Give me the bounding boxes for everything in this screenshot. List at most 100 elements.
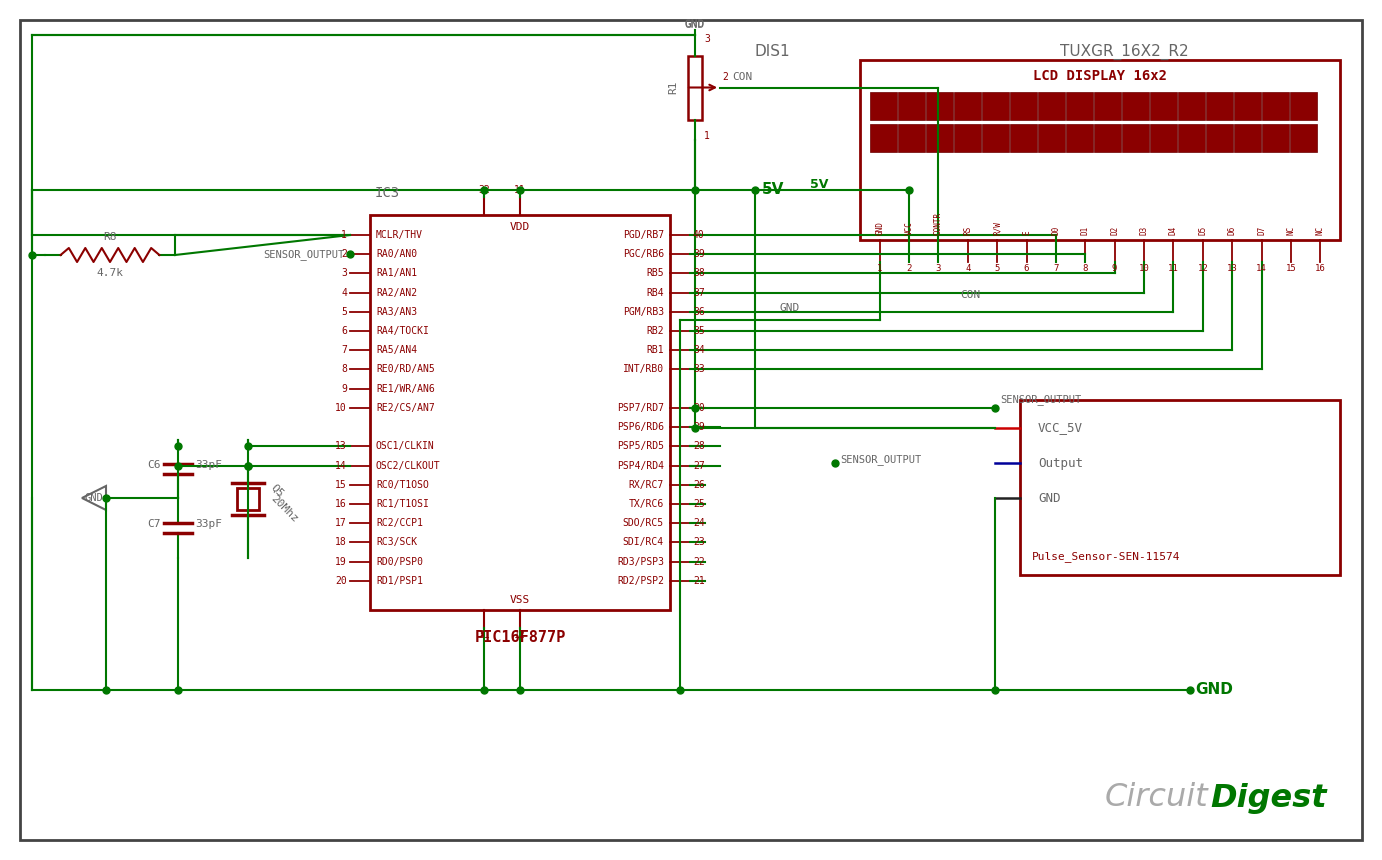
Text: Q5: Q5 — [269, 482, 286, 500]
Text: CONTR: CONTR — [934, 212, 943, 235]
Text: PGC/RB6: PGC/RB6 — [623, 249, 663, 259]
Bar — [871, 92, 897, 120]
Text: 11: 11 — [514, 185, 527, 195]
Text: GND: GND — [1038, 492, 1060, 505]
Text: 14: 14 — [336, 460, 347, 470]
Text: OSC2/CLKOUT: OSC2/CLKOUT — [376, 460, 441, 470]
Bar — [1020, 400, 1341, 575]
Text: 3: 3 — [341, 268, 347, 279]
Text: 5V: 5V — [761, 182, 785, 198]
Text: 6: 6 — [1024, 264, 1030, 273]
Text: RE1/WR/AN6: RE1/WR/AN6 — [376, 384, 435, 394]
Text: VCC_5V: VCC_5V — [1038, 421, 1083, 434]
Bar — [1010, 92, 1036, 120]
Bar — [688, 56, 702, 120]
Text: MCLR/THV: MCLR/THV — [376, 230, 423, 240]
Text: 17: 17 — [336, 519, 347, 528]
Bar — [954, 124, 981, 152]
Bar — [926, 124, 954, 152]
Text: PGD/RB7: PGD/RB7 — [623, 230, 663, 240]
Text: RA3/AN3: RA3/AN3 — [376, 307, 417, 316]
Text: RA1/AN1: RA1/AN1 — [376, 268, 417, 279]
Text: 15: 15 — [336, 480, 347, 489]
Text: RD2/PSP2: RD2/PSP2 — [616, 576, 663, 586]
Text: 2: 2 — [721, 72, 728, 83]
Text: RC0/T1OSO: RC0/T1OSO — [376, 480, 428, 489]
Text: 1: 1 — [703, 131, 710, 141]
Text: 2: 2 — [907, 264, 912, 273]
Bar — [1095, 124, 1121, 152]
Text: NC: NC — [1287, 225, 1295, 235]
Bar — [1122, 92, 1148, 120]
Text: CON: CON — [960, 290, 980, 300]
Text: GND: GND — [779, 303, 800, 313]
Text: 6: 6 — [341, 326, 347, 336]
Text: VDD: VDD — [510, 222, 531, 232]
Bar — [1206, 124, 1233, 152]
Text: 36: 36 — [692, 307, 705, 316]
Text: 7: 7 — [1053, 264, 1059, 273]
Text: INT/RB0: INT/RB0 — [623, 365, 663, 374]
Text: 24: 24 — [692, 519, 705, 528]
Text: R8: R8 — [104, 232, 116, 242]
Bar — [954, 92, 981, 120]
Text: 5: 5 — [341, 307, 347, 316]
Bar — [1262, 124, 1289, 152]
Text: 1: 1 — [878, 264, 882, 273]
Text: SENSOR_OUTPUT: SENSOR_OUTPUT — [840, 455, 922, 465]
Text: PIC16F877P: PIC16F877P — [474, 630, 565, 646]
Text: RA0/AN0: RA0/AN0 — [376, 249, 417, 259]
Text: RC3/SCK: RC3/SCK — [376, 538, 417, 547]
Text: RE0/RD/AN5: RE0/RD/AN5 — [376, 365, 435, 374]
Text: 13: 13 — [1227, 264, 1237, 273]
Bar — [860, 60, 1341, 240]
Text: RX/RC7: RX/RC7 — [629, 480, 663, 489]
Text: PSP6/RD6: PSP6/RD6 — [616, 422, 663, 432]
Text: 40: 40 — [692, 230, 705, 240]
Text: 26: 26 — [692, 480, 705, 489]
Text: GND: GND — [685, 19, 705, 29]
Text: RB5: RB5 — [647, 268, 663, 279]
Text: C7: C7 — [148, 519, 160, 529]
Text: IC3: IC3 — [375, 186, 401, 200]
Text: 33pF: 33pF — [195, 460, 223, 470]
Text: 34: 34 — [692, 345, 705, 355]
Text: D6: D6 — [1227, 225, 1237, 235]
Bar — [370, 215, 670, 610]
Bar — [1206, 92, 1233, 120]
Text: OSC1/CLKIN: OSC1/CLKIN — [376, 441, 435, 452]
Text: SENSOR_OUTPUT: SENSOR_OUTPUT — [1001, 395, 1081, 405]
Text: 9: 9 — [341, 384, 347, 394]
Text: RD1/PSP1: RD1/PSP1 — [376, 576, 423, 586]
Text: GND: GND — [84, 493, 104, 503]
Text: 22: 22 — [692, 556, 705, 567]
Text: CON: CON — [732, 72, 752, 83]
Text: 19: 19 — [336, 556, 347, 567]
Text: 15: 15 — [1285, 264, 1296, 273]
Text: GND: GND — [1195, 683, 1233, 697]
Bar — [1095, 92, 1121, 120]
Text: RC2/CCP1: RC2/CCP1 — [376, 519, 423, 528]
Text: VCC: VCC — [905, 221, 914, 235]
Text: 13: 13 — [336, 441, 347, 452]
Text: 39: 39 — [692, 249, 705, 259]
Text: SDO/RC5: SDO/RC5 — [623, 519, 663, 528]
Text: 21: 21 — [692, 576, 705, 586]
Bar — [1177, 92, 1205, 120]
Text: 14: 14 — [1256, 264, 1267, 273]
Text: C6: C6 — [148, 460, 160, 470]
Text: 11: 11 — [1168, 264, 1179, 273]
Bar — [898, 92, 925, 120]
Text: RA4/TOCKI: RA4/TOCKI — [376, 326, 428, 336]
Text: 10: 10 — [1139, 264, 1150, 273]
Text: TUXGR_16X2_R2: TUXGR_16X2_R2 — [1060, 44, 1189, 60]
Text: 33: 33 — [692, 365, 705, 374]
Bar — [1177, 124, 1205, 152]
Text: NC: NC — [1316, 225, 1325, 235]
Text: R/W: R/W — [992, 221, 1002, 235]
Bar — [1262, 92, 1289, 120]
Text: 10: 10 — [336, 402, 347, 413]
Bar — [983, 92, 1009, 120]
Text: 4: 4 — [341, 287, 347, 298]
Text: PSP7/RD7: PSP7/RD7 — [616, 402, 663, 413]
